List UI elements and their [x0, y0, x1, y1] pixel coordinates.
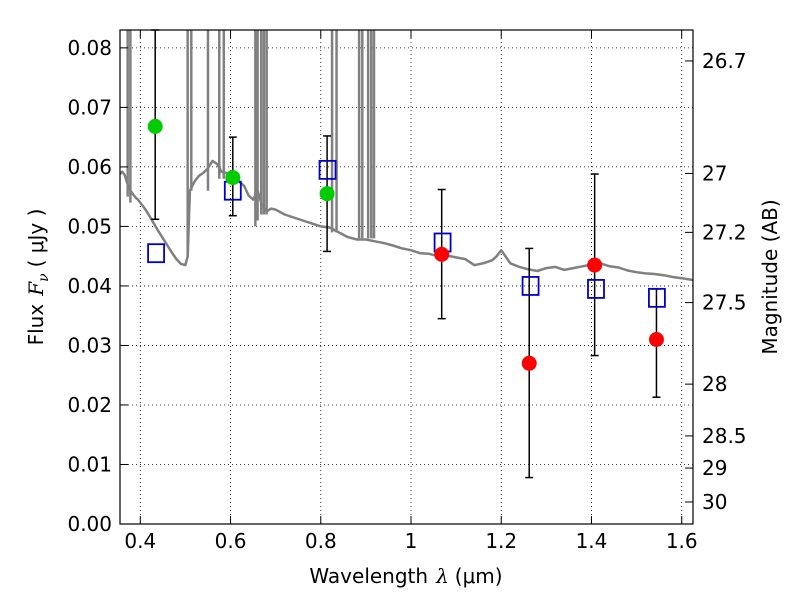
plot-content [120, 29, 693, 479]
model-spectrum [120, 30, 693, 282]
y-tick-label: 0.04 [67, 274, 112, 298]
right-axis-label: Magnitude (AB) [758, 199, 782, 354]
right-tick-label: 27.2 [702, 220, 747, 244]
x-tick-label: 1.2 [485, 529, 517, 553]
y-axis-label: FluxFν( μJy ) [24, 209, 52, 346]
x-tick-label: 1.6 [666, 529, 698, 553]
right-tick-label: 28.5 [702, 424, 747, 448]
data-point-marker [521, 355, 537, 371]
x-tick-label: 1.4 [576, 529, 608, 553]
right-tick-label: 27.5 [702, 291, 747, 315]
spectrum-line [120, 159, 693, 282]
x-axis-ticks: 0.4 0.6 0.8 1 1.2 1.4 1.6 [124, 30, 698, 553]
data-point-marker [434, 246, 450, 262]
x-tick-label: 0.8 [305, 529, 337, 553]
y-axis-ticks: 0.00 0.01 0.02 0.03 0.04 0.05 0.06 0.07 0.08 [67, 36, 128, 536]
model-square-marker [521, 276, 540, 296]
right-tick-label: 28 [702, 372, 727, 396]
right-tick-label: 26.7 [702, 49, 747, 73]
data-markers [147, 118, 666, 371]
y-tick-label: 0.06 [67, 155, 112, 179]
right-tick-label: 27 [702, 161, 727, 185]
model-square-marker [648, 287, 666, 308]
data-point-marker [648, 331, 664, 347]
y-tick-label: 0.00 [67, 512, 112, 536]
y-tick-label: 0.01 [67, 452, 112, 476]
model-square-marker [318, 159, 337, 180]
grid-lines [120, 30, 693, 525]
y-tick-label: 0.07 [67, 95, 112, 119]
x-tick-label: 0.4 [124, 529, 156, 553]
data-point-marker [225, 170, 241, 186]
data-point-marker [319, 186, 335, 202]
x-tick-label: 0.6 [215, 529, 247, 553]
model-square-marker [587, 279, 605, 299]
right-axis-ticks: 26.7 27 27.2 27.5 28 28.5 29 30 [685, 49, 747, 514]
model-square-marker [147, 243, 165, 264]
data-point-marker [587, 257, 603, 273]
y-tick-label: 0.02 [67, 393, 112, 417]
y-tick-label: 0.03 [67, 333, 112, 357]
x-axis-label: Wavelength λ (μm) [309, 564, 502, 588]
x-tick-label: 1 [405, 529, 418, 553]
data-point-marker [147, 118, 163, 134]
right-tick-label: 30 [702, 490, 727, 514]
y-tick-label: 0.08 [67, 36, 112, 60]
plot-frame [119, 29, 694, 525]
right-tick-label: 29 [702, 456, 727, 480]
y-tick-label: 0.05 [67, 214, 112, 238]
error-bars [151, 29, 661, 479]
